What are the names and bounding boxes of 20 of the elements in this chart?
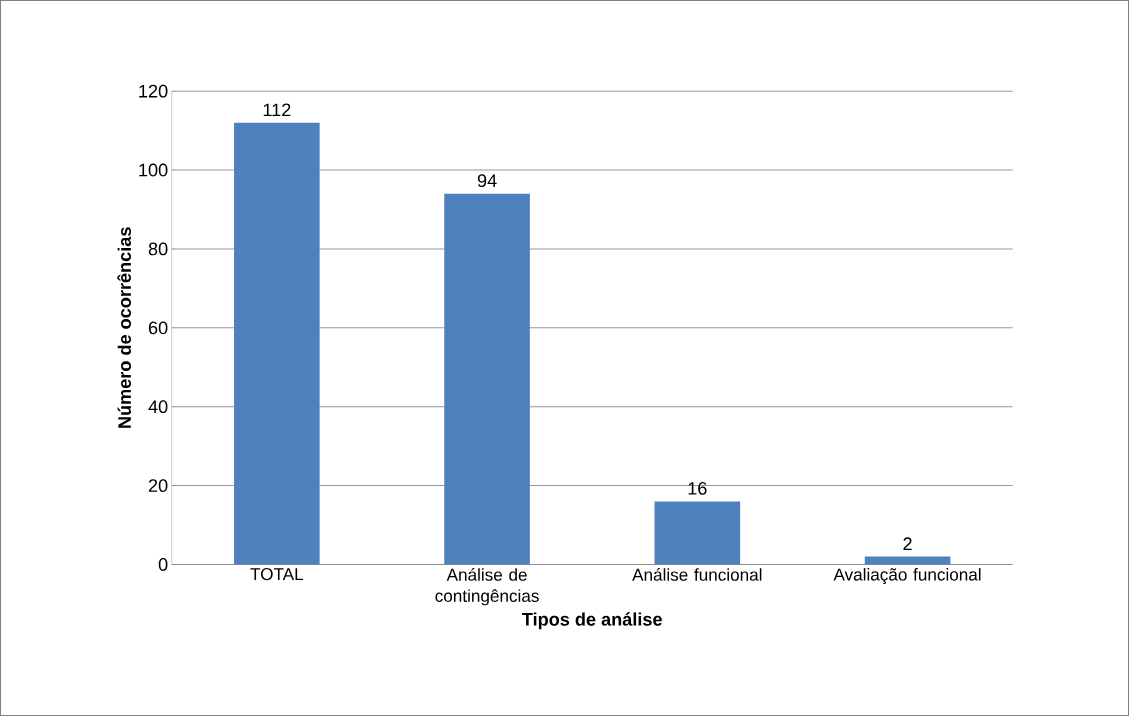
bar bbox=[444, 193, 530, 565]
y-tick-label: 100 bbox=[139, 163, 168, 177]
y-tick-label: 20 bbox=[148, 479, 168, 492]
data-label: 16 bbox=[688, 481, 707, 495]
y-axis-title: Número de ocorrências bbox=[117, 227, 131, 428]
x-tick-label: Análise funcional bbox=[632, 568, 762, 581]
bar bbox=[654, 501, 741, 565]
x-tick-label: TOTAL bbox=[250, 568, 304, 581]
data-label: 94 bbox=[477, 174, 497, 188]
data-label: 112 bbox=[263, 103, 291, 117]
x-tick-label: Avaliação funcional bbox=[833, 568, 981, 585]
y-tick-label: 80 bbox=[148, 242, 168, 256]
y-tick-label: 0 bbox=[158, 558, 168, 571]
x-axis-title: Tipos de análise bbox=[522, 612, 662, 630]
y-tick-label: 40 bbox=[148, 400, 168, 414]
y-tick-label: 120 bbox=[139, 84, 168, 98]
x-tick-label: Análise de contingências bbox=[435, 568, 539, 606]
data-label: 2 bbox=[903, 537, 912, 550]
bar bbox=[234, 122, 320, 565]
y-tick-label: 60 bbox=[148, 321, 168, 335]
